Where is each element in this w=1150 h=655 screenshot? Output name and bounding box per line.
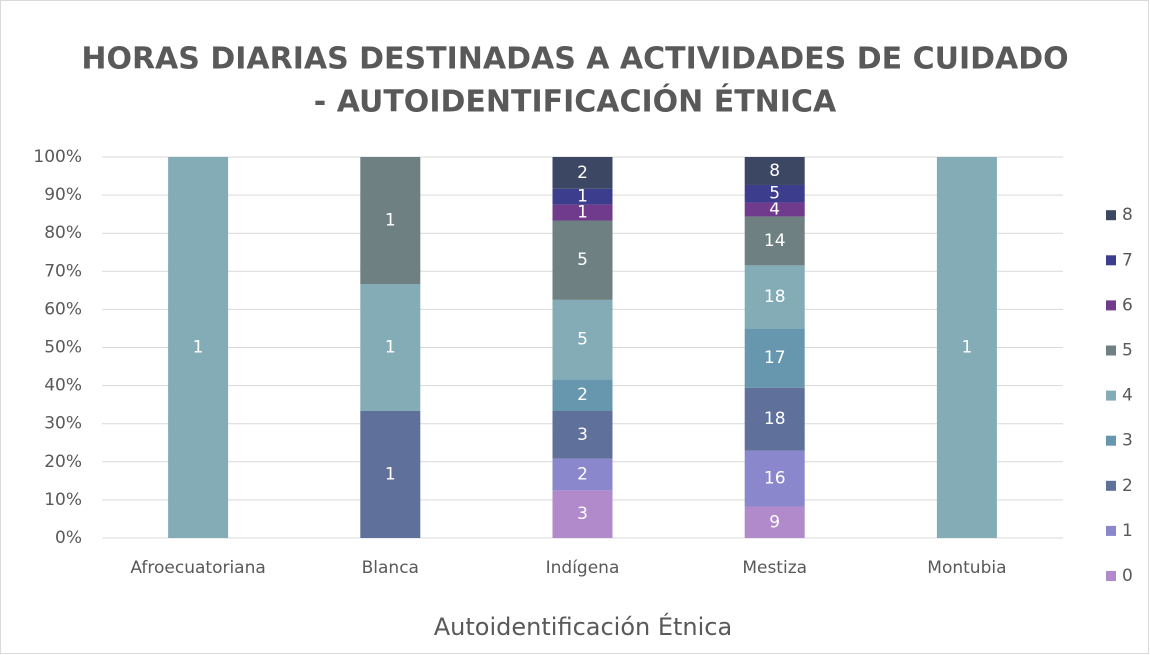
bar-segment [744,202,805,217]
bar-segment [360,411,421,538]
bar-segment [936,157,997,538]
bar-segment [744,157,805,185]
y-tick-label: 50% [44,338,82,358]
data-label: 5 [769,184,780,204]
legend-label: 5 [1122,341,1133,361]
data-label: 3 [577,425,588,445]
data-label: 1 [577,203,588,223]
bar-segment [744,265,805,329]
data-label: 18 [764,409,786,429]
data-label: 1 [193,338,204,358]
y-tick-label: 90% [44,185,82,205]
chart-title: - AUTOIDENTIFICACIÓN ÉTNICA [314,83,837,120]
y-tick-label: 100% [33,147,82,167]
legend-label: 1 [1122,521,1133,541]
data-label: 1 [385,338,396,358]
data-label: 5 [577,330,588,350]
legend-swatch [1106,210,1116,221]
bar-segment [360,284,421,411]
data-label: 1 [577,187,588,207]
data-label: 1 [385,465,396,485]
legend-swatch [1106,435,1116,446]
legend-swatch [1106,300,1116,311]
data-label: 1 [961,338,972,358]
x-tick-label: Afroecuatoriana [130,558,265,578]
data-label: 1 [385,211,396,231]
data-label: 17 [764,348,786,368]
bar-segment [168,157,229,538]
data-label: 9 [769,512,780,532]
data-label: 8 [769,161,780,181]
legend-label: 2 [1122,476,1133,496]
data-label: 4 [769,199,780,219]
bar-segment [552,220,613,300]
legend-label: 0 [1122,566,1133,586]
data-label: 2 [577,465,588,485]
bar-segment [552,299,613,380]
bar-segment [552,458,613,491]
y-tick-label: 10% [44,490,82,510]
legend-swatch [1106,571,1116,581]
x-tick-label: Montubia [927,558,1006,578]
bar-segment [744,450,805,507]
x-tick-label: Indígena [546,558,620,578]
data-label: 2 [577,385,588,405]
legend-label: 6 [1122,295,1133,315]
data-label: 18 [764,287,786,307]
bar-segment [552,188,613,205]
bar-segment [552,379,613,411]
bar-segment [552,411,613,459]
y-tick-label: 20% [44,452,82,472]
legend-label: 8 [1122,205,1133,225]
data-label: 5 [577,250,588,270]
bar-segment [744,506,805,538]
legend-swatch [1106,480,1116,491]
legend-label: 7 [1122,250,1133,270]
data-label: 16 [764,469,786,489]
x-tick-label: Blanca [362,558,419,578]
bar-segment [744,328,805,388]
y-tick-label: 0% [55,528,82,548]
bar-segment [552,490,613,538]
y-tick-label: 40% [44,376,82,396]
bar-segment [552,204,613,221]
chart-title: HORAS DIARIAS DESTINADAS A ACTIVIDADES D… [81,42,1068,77]
legend-swatch [1106,390,1116,401]
bar-segment [744,216,805,266]
y-tick-label: 30% [44,414,82,434]
data-label: 14 [764,231,786,251]
legend-label: 3 [1122,431,1133,451]
data-label: 2 [577,163,588,183]
legend-swatch [1106,525,1116,536]
legend-swatch [1106,255,1116,266]
y-tick-label: 70% [44,261,82,281]
data-label: 3 [577,504,588,524]
x-tick-label: Mestiza [742,558,807,578]
legend-label: 4 [1122,386,1133,406]
y-tick-label: 80% [44,223,82,243]
bar-segment [360,157,421,284]
bar-segment [552,157,613,189]
x-axis-title: Autoidentificación Étnica [434,612,732,641]
bar-segment [744,184,805,203]
bar-segment [744,387,805,451]
legend-swatch [1106,345,1116,356]
y-tick-label: 60% [44,299,82,319]
